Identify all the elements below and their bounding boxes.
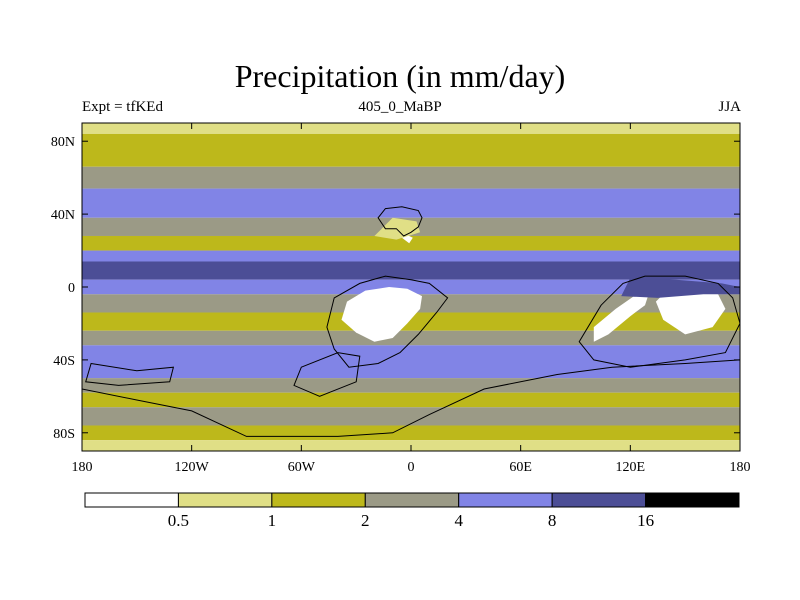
time-label: 405_0_MaBP	[358, 99, 442, 115]
x-tick-label-4: 60E	[509, 460, 532, 475]
precip-patch-4	[374, 217, 421, 240]
colorbar: 0.5 1 2 4 8 16	[84, 492, 740, 530]
precip-patch-1	[593, 294, 649, 342]
precip-band-13	[82, 378, 740, 393]
season-label: JJA	[718, 99, 741, 115]
experiment-label: Expt = tfKEd	[82, 99, 163, 115]
x-tick-label-0: 180	[72, 460, 93, 475]
precip-band-1	[82, 133, 740, 167]
colorbar-box-4	[458, 492, 553, 508]
precip-band-14	[82, 392, 740, 408]
precip-band-15	[82, 407, 740, 426]
y-tick-label-2: 0	[68, 281, 75, 296]
continent-laurasia	[377, 206, 423, 237]
precip-band-10	[82, 312, 740, 331]
continent-outlines	[82, 206, 740, 451]
precip-band-7	[82, 261, 740, 280]
precip-band-6	[82, 250, 740, 262]
precip-band-16	[82, 425, 740, 441]
colorbar-label-0: 0.5	[168, 511, 189, 530]
precip-patch-0	[341, 287, 422, 342]
colorbar-label-5: 16	[637, 511, 654, 530]
precip-band-11	[82, 330, 740, 346]
x-axis: 180 120W 60W 0 60E 120E 180	[72, 123, 751, 475]
continent-gondwana-africa-sa	[326, 275, 449, 368]
colorbar-box-5	[551, 492, 647, 508]
contour-patches	[341, 217, 740, 342]
precip-band-8	[82, 279, 740, 295]
continent-gondwana-east	[578, 275, 740, 368]
precip-patch-2	[655, 287, 726, 335]
colorbar-box-0	[84, 492, 179, 508]
colorbar-label-2: 2	[361, 511, 370, 530]
precip-band-3	[82, 188, 740, 218]
x-tick-label-3: 0	[408, 460, 415, 475]
colorbar-label-4: 8	[548, 511, 557, 530]
colorbar-box-3	[364, 492, 460, 508]
x-tick-label-2: 60W	[288, 460, 316, 475]
continent-west-peninsula	[85, 362, 175, 386]
precip-band-12	[82, 345, 740, 379]
colorbar-box-6	[645, 492, 740, 508]
y-tick-label-1: 40N	[51, 208, 75, 223]
colorbar-box-1	[177, 492, 273, 508]
continent-antarctica-south	[82, 359, 740, 451]
x-tick-label-6: 180	[730, 460, 751, 475]
precip-band-5	[82, 235, 740, 251]
y-tick-label-3: 40S	[53, 354, 75, 369]
x-tick-label-1: 120W	[175, 460, 210, 475]
colorbar-label-3: 4	[454, 511, 463, 530]
continent-central-spur	[293, 352, 361, 397]
y-tick-label-4: 80S	[53, 427, 75, 442]
precip-band-2	[82, 166, 740, 189]
y-tick-label-0: 80N	[51, 135, 75, 150]
colorbar-label-1: 1	[268, 511, 277, 530]
colorbar-box-2	[271, 492, 366, 508]
y-axis: 80N 40N 0 40S 80S	[51, 135, 740, 442]
map-title: Precipitation (in mm/day)	[234, 58, 566, 94]
precip-patch-5	[621, 277, 740, 298]
x-tick-label-5: 120E	[616, 460, 646, 475]
